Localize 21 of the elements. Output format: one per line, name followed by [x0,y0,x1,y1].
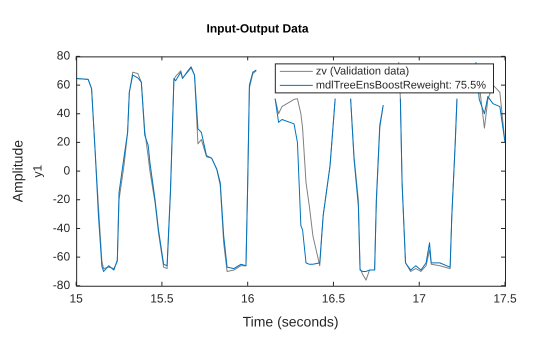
text: y1 [30,164,44,178]
y-axis-title: Amplitude [9,140,26,202]
x-tick-label: 16.5 [322,291,346,306]
legend-label: zv (Validation data) [316,65,410,78]
x-tick-label: 15.5 [150,291,174,306]
y-tick-label: -20 [52,192,70,206]
x-tick-label: 16 [241,291,255,306]
x-tick-label: 17.5 [493,291,517,306]
legend-label: mdlTreeEnsBoostReweight: 75.5% [316,79,486,92]
y-tick-label: 20 [56,134,70,149]
y-tick-label: -40 [52,220,70,235]
x-tick-label: 17 [412,291,426,306]
y-tick-label: -60 [52,249,70,264]
y-tick-label: 0 [63,163,70,178]
x-tick-label: 15 [69,291,84,306]
y-tick-label: 40 [56,106,70,120]
x-axis-title: Time (seconds) [242,313,339,330]
y-tick-label: 60 [56,77,70,92]
chart-title: Input-Output Data [206,22,309,36]
y-tick-label: -80 [52,278,70,292]
y-tick-label: 80 [56,48,70,63]
